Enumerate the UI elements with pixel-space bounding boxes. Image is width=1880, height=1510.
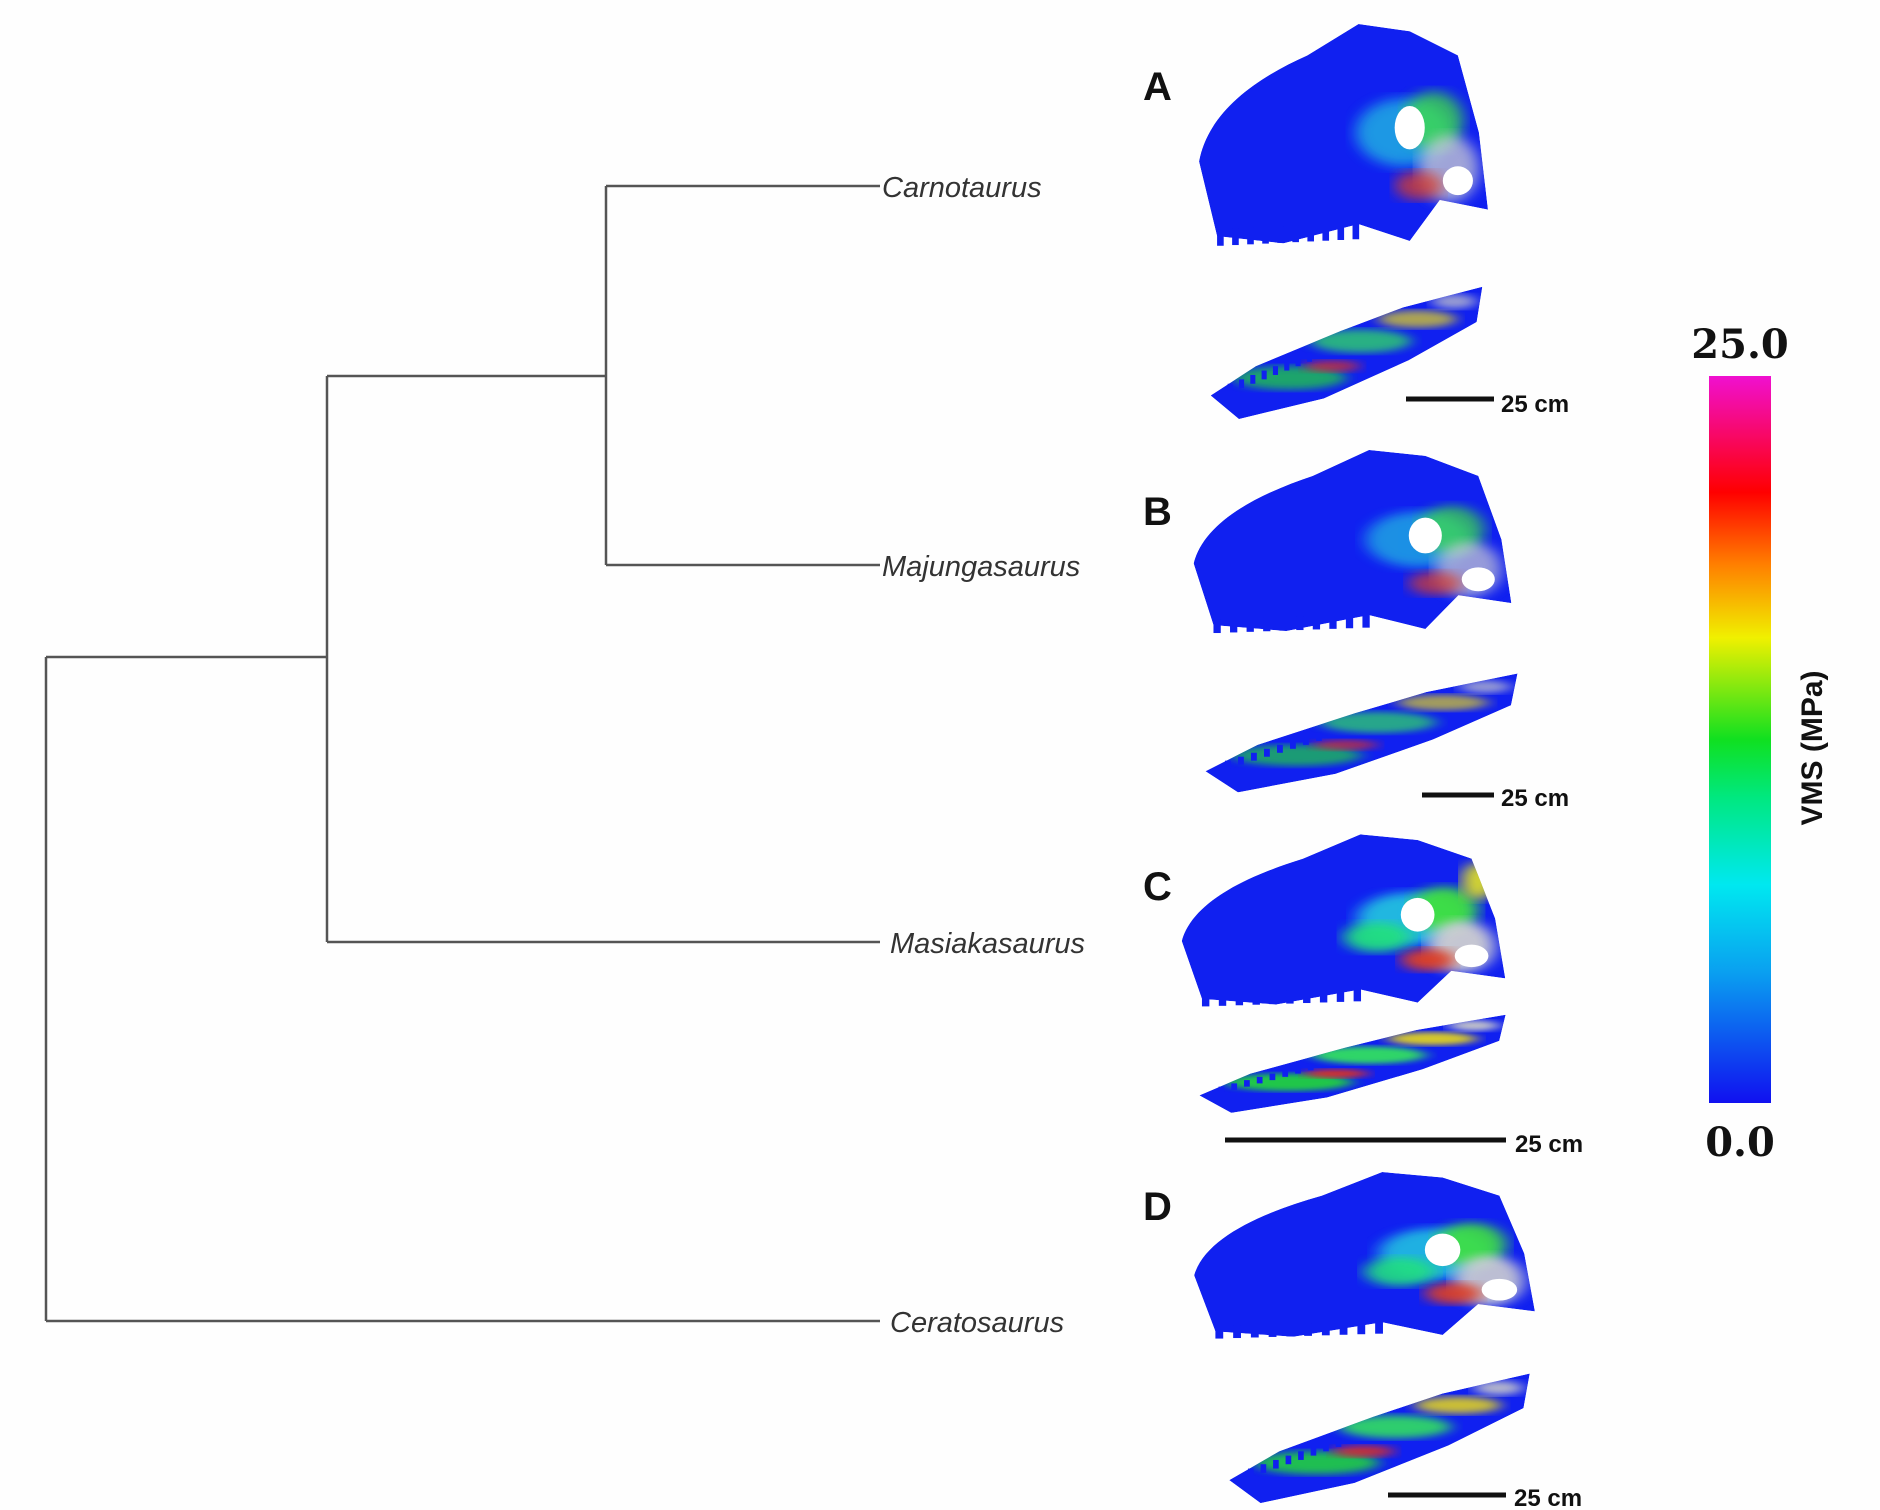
skull-mandible-a (1210, 286, 1483, 420)
stress-region (1343, 922, 1411, 953)
stress-region (1431, 294, 1477, 309)
stress-region (1459, 680, 1511, 694)
stress-region (1311, 1046, 1426, 1064)
colorbar-max: 25.0 (1691, 321, 1788, 368)
stress-region (1413, 1396, 1502, 1414)
scale-bar-b: 25 cm (1422, 785, 1569, 812)
stress-region (1408, 571, 1462, 596)
stress-region (1448, 1020, 1500, 1032)
scale-bar-c: 25 cm (1225, 1131, 1583, 1158)
stress-region (1397, 694, 1489, 711)
stress-region (1304, 1069, 1369, 1078)
stress-region (1387, 1032, 1477, 1046)
skull-mandible-d (1229, 1373, 1530, 1504)
stress-region (1377, 310, 1457, 328)
skull-mandible-b (1205, 673, 1518, 793)
skull-cranium-c (1181, 834, 1506, 1007)
stress-region (1312, 739, 1378, 751)
scale-bar-label: 25 cm (1501, 391, 1569, 418)
stress-region (1473, 1380, 1524, 1396)
skull-cranium-b (1193, 449, 1512, 634)
stress-region (1424, 1282, 1482, 1305)
taxon-label-majungasaurus: Majungasaurus (882, 551, 1080, 583)
panel-label-a: A (1143, 65, 1172, 109)
skull-mandible-c (1199, 1014, 1506, 1113)
phylogenetic-tree (44, 184, 880, 1323)
stress-region (1400, 948, 1455, 971)
colorbar-min: 0.0 (1705, 1119, 1775, 1166)
stress-region (1394, 171, 1443, 200)
scale-bar-label: 25 cm (1514, 1485, 1582, 1510)
stress-region (1364, 1257, 1436, 1287)
scale-bar-label: 25 cm (1501, 785, 1569, 812)
taxon-label-carnotaurus: Carnotaurus (882, 172, 1042, 204)
skull-cranium-a (1199, 24, 1488, 246)
colorbar-title: VMS (MPa) (1796, 670, 1829, 825)
colorbar: 25.0 0.0 VMS (MPa) (1691, 321, 1829, 1166)
stress-region (1461, 862, 1496, 900)
scale-bar-d: 25 cm (1388, 1485, 1582, 1510)
taxon-label-ceratosaurus: Ceratosaurus (890, 1307, 1064, 1339)
scale-bar-a: 25 cm (1406, 391, 1569, 418)
colorbar-gradient (1709, 376, 1771, 1103)
panel-label-b: B (1143, 490, 1172, 534)
stress-region (1338, 1415, 1452, 1439)
stress-region (1319, 711, 1437, 733)
scale-bar-label: 25 cm (1515, 1131, 1583, 1158)
taxon-label-masiakasaurus: Masiakasaurus (890, 928, 1085, 960)
skull-cranium-d (1194, 1172, 1535, 1339)
panel-label-d: D (1143, 1185, 1172, 1229)
panel-label-c: C (1143, 865, 1172, 909)
stress-region (1309, 329, 1412, 353)
stress-region (1304, 360, 1361, 373)
stress-region (1332, 1445, 1396, 1458)
